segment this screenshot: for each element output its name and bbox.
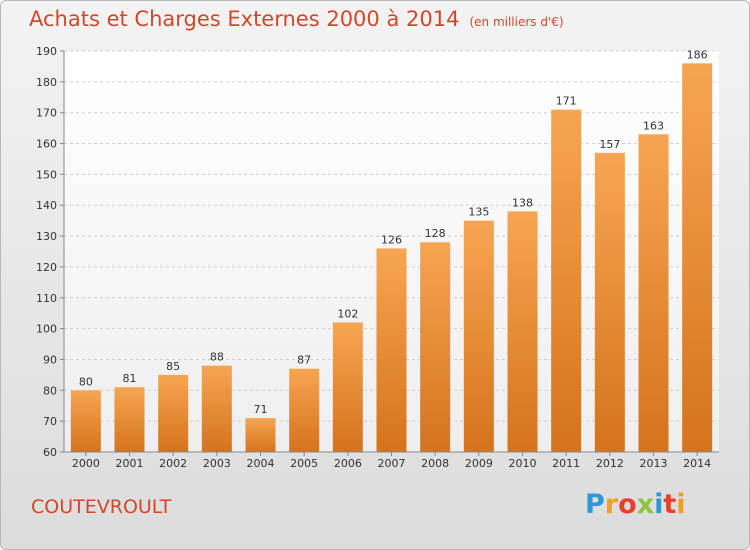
bar: [114, 387, 145, 452]
y-tick-label: 110: [36, 292, 57, 305]
bar: [682, 63, 713, 452]
y-tick-label: 90: [43, 353, 57, 366]
y-tick-label: 120: [36, 261, 57, 274]
data-label: 138: [512, 196, 533, 209]
data-label: 85: [166, 360, 180, 373]
x-tick-label: 2014: [683, 457, 711, 470]
data-label: 135: [468, 206, 489, 219]
logo-letter: x: [636, 489, 655, 520]
x-tick-label: 2011: [552, 457, 580, 470]
y-tick-label: 80: [43, 384, 57, 397]
logo-letter: i: [654, 489, 664, 520]
x-tick-label: 2010: [509, 457, 537, 470]
logo-letter: t: [663, 489, 677, 520]
y-tick-label: 60: [43, 446, 57, 459]
logo-letter: o: [618, 489, 637, 520]
y-tick-label: 100: [36, 323, 57, 336]
logo-letter: r: [604, 489, 619, 520]
x-tick-label: 2004: [247, 457, 275, 470]
x-tick-label: 2009: [465, 457, 493, 470]
chart-title-text: Achats et Charges Externes 2000 à 2014: [29, 7, 460, 31]
y-tick-label: 150: [36, 168, 57, 181]
x-tick-label: 2005: [290, 457, 318, 470]
x-tick-label: 2008: [421, 457, 449, 470]
data-label: 81: [123, 372, 137, 385]
logo-letter: i: [676, 489, 686, 520]
bar: [201, 365, 232, 452]
logo-letter: P: [585, 489, 605, 520]
y-tick-label: 70: [43, 415, 57, 428]
y-tick-label: 180: [36, 76, 57, 89]
y-axis: 60 70 80 90 100 110 120 130 140 150 160 170 180 190: [36, 45, 65, 459]
data-label: 186: [687, 48, 708, 61]
y-tick-label: 160: [36, 138, 57, 151]
bar: [551, 109, 582, 452]
data-label: 171: [556, 95, 577, 108]
chart-unit: (en milliers d'€): [469, 15, 564, 29]
x-tick-label: 2001: [116, 457, 144, 470]
y-tick-label: 170: [36, 107, 57, 120]
commune-name: COUTEVROULT: [31, 496, 172, 518]
x-tick-label: 2012: [596, 457, 624, 470]
data-label: 102: [337, 307, 358, 320]
bar: [70, 390, 101, 452]
x-tick-label: 2003: [203, 457, 231, 470]
x-axis: 2000 2001 2002 2003 2004 2005 2006 2007 2008 2009…: [64, 451, 719, 470]
data-label: 87: [297, 354, 311, 367]
bar: [245, 418, 276, 452]
bar: [507, 211, 538, 452]
bar: [463, 220, 494, 452]
y-tick-label: 130: [36, 230, 57, 243]
data-label: 88: [210, 351, 224, 364]
data-label: 128: [425, 227, 446, 240]
x-tick-label: 2007: [378, 457, 406, 470]
bar: [158, 374, 189, 452]
bar: [420, 242, 451, 452]
data-label: 80: [79, 375, 93, 388]
bar: [332, 322, 363, 452]
bar: [376, 248, 407, 452]
data-label: 163: [643, 119, 664, 132]
x-tick-label: 2000: [72, 457, 100, 470]
bar: [594, 152, 625, 453]
chart-title: Achats et Charges Externes 2000 à 2014 (e…: [29, 7, 564, 31]
data-label: 157: [599, 138, 620, 151]
y-tick-label: 140: [36, 199, 57, 212]
x-tick-label: 2013: [640, 457, 668, 470]
proxiti-logo: Proxiti: [585, 489, 686, 520]
bar: [638, 134, 669, 453]
y-tick-label: 190: [36, 45, 57, 58]
x-tick-label: 2006: [334, 457, 362, 470]
bar: [289, 368, 320, 452]
data-label: 126: [381, 233, 402, 246]
bars: 80 81 85 88 71 87 102 126 128 135 138 171 157 163 186: [70, 48, 713, 453]
x-tick-label: 2002: [159, 457, 187, 470]
data-label: 71: [254, 403, 268, 416]
